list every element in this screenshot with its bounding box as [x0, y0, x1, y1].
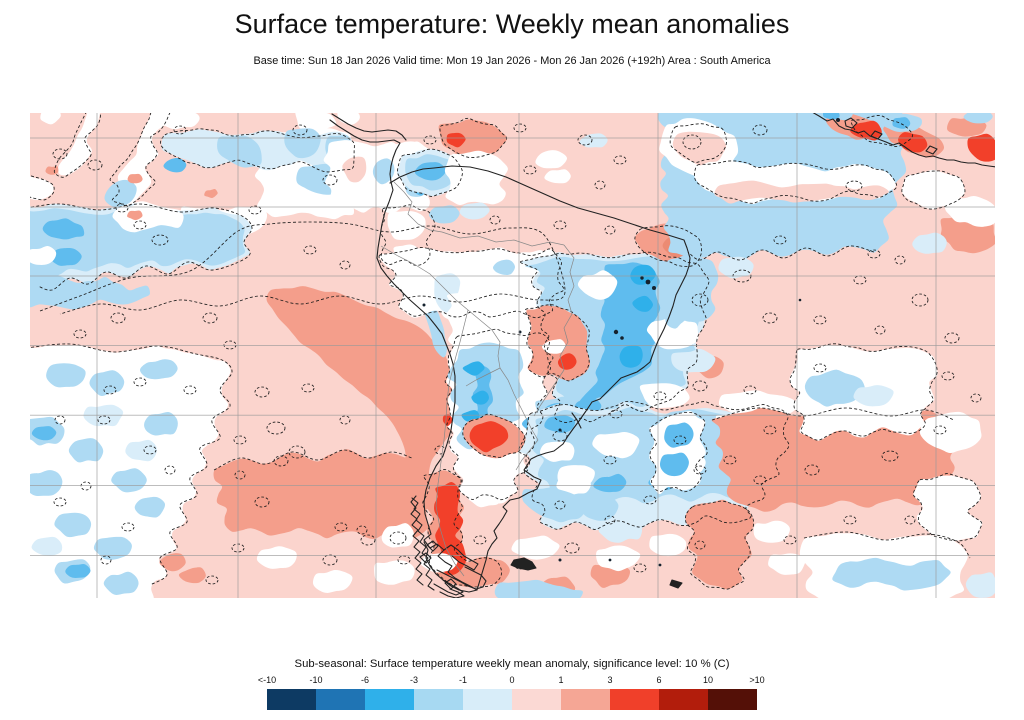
svg-text:-3: -3 — [410, 675, 418, 685]
svg-text:-6: -6 — [361, 675, 369, 685]
svg-text:6: 6 — [656, 675, 661, 685]
svg-text:3: 3 — [607, 675, 612, 685]
svg-text:Sub-seasonal: Surface temperat: Sub-seasonal: Surface temperature weekly… — [295, 658, 730, 670]
svg-text:-10: -10 — [309, 675, 322, 685]
svg-text:10: 10 — [703, 675, 713, 685]
svg-text:Base time: Sun 18 Jan 2026 Val: Base time: Sun 18 Jan 2026 Valid time: M… — [253, 55, 771, 67]
svg-text:-1: -1 — [459, 675, 467, 685]
svg-text:>10: >10 — [749, 675, 764, 685]
svg-text:<-10: <-10 — [258, 675, 276, 685]
svg-text:Surface temperature: Weekly me: Surface temperature: Weekly mean anomali… — [235, 9, 790, 39]
svg-text:0: 0 — [509, 675, 514, 685]
svg-text:1: 1 — [558, 675, 563, 685]
